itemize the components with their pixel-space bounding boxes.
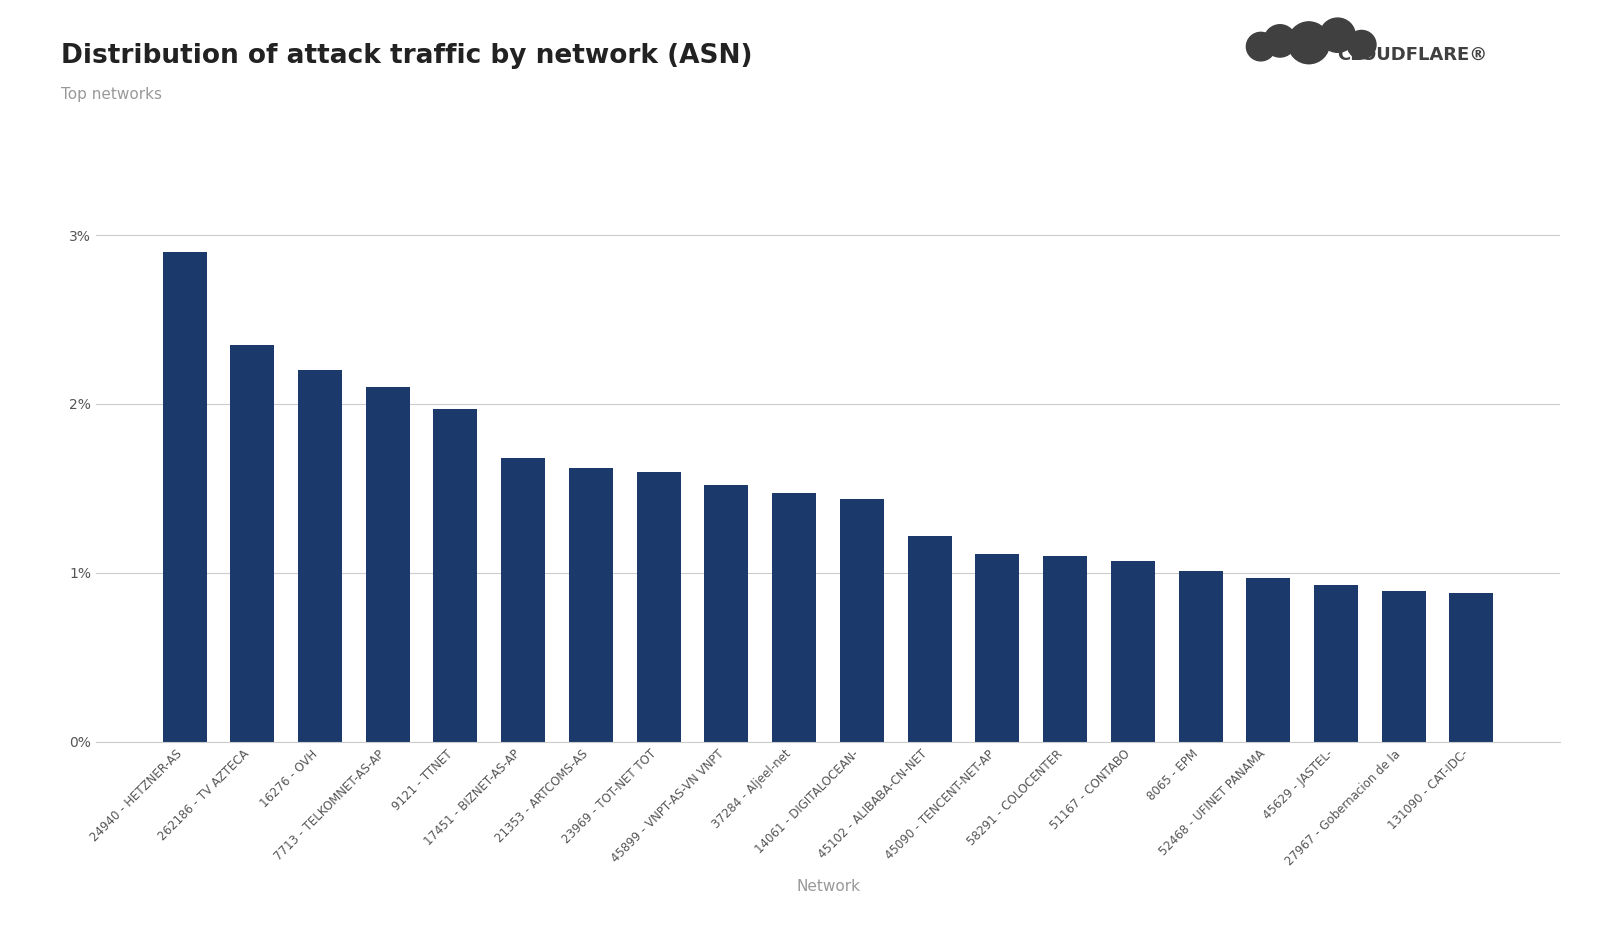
- Bar: [1043, 556, 1086, 742]
- Text: Top networks: Top networks: [61, 87, 162, 103]
- Bar: [366, 387, 410, 742]
- Bar: [570, 468, 613, 742]
- Bar: [976, 554, 1019, 742]
- Bar: [1110, 561, 1155, 742]
- Bar: [163, 252, 206, 742]
- Bar: [1450, 593, 1493, 742]
- Bar: [1246, 578, 1290, 742]
- Bar: [907, 535, 952, 742]
- Bar: [1314, 585, 1358, 742]
- Bar: [840, 498, 883, 742]
- Bar: [230, 345, 274, 742]
- Bar: [501, 458, 546, 742]
- Bar: [298, 370, 342, 742]
- Bar: [1179, 572, 1222, 742]
- Bar: [434, 409, 477, 742]
- Bar: [704, 485, 749, 742]
- Bar: [773, 494, 816, 742]
- Bar: [637, 472, 680, 742]
- Bar: [1382, 592, 1426, 742]
- X-axis label: Network: Network: [797, 879, 861, 894]
- Text: CLOUDFLARE®: CLOUDFLARE®: [1338, 46, 1488, 64]
- Text: Distribution of attack traffic by network (ASN): Distribution of attack traffic by networ…: [61, 43, 752, 68]
